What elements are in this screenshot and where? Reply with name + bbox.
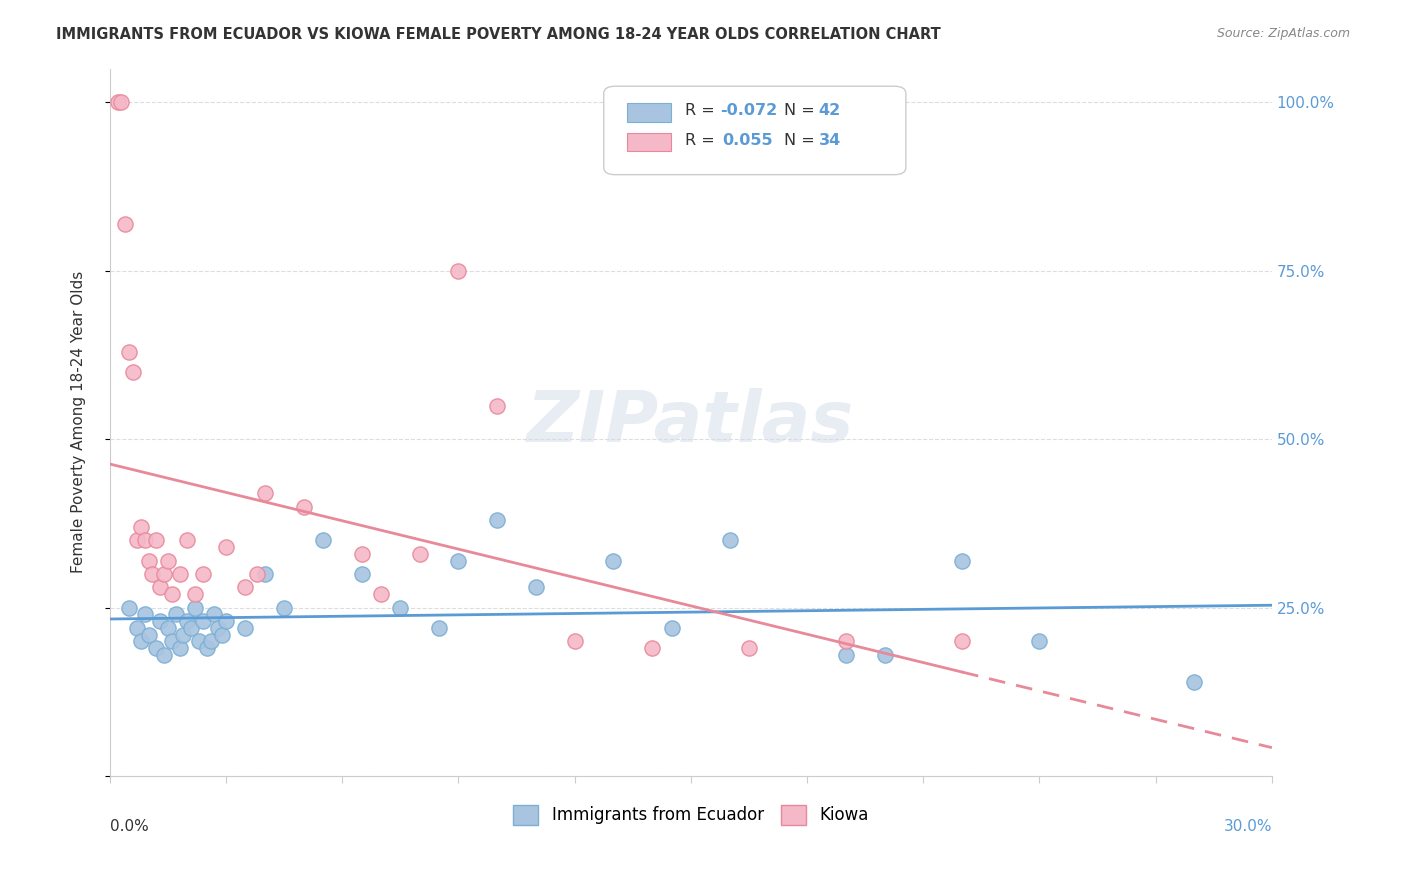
Text: Source: ZipAtlas.com: Source: ZipAtlas.com bbox=[1216, 27, 1350, 40]
Text: 0.055: 0.055 bbox=[723, 133, 773, 148]
Point bbox=[564, 634, 586, 648]
Text: 0.0%: 0.0% bbox=[110, 819, 149, 834]
FancyBboxPatch shape bbox=[627, 103, 671, 121]
Text: IMMIGRANTS FROM ECUADOR VS KIOWA FEMALE POVERTY AMONG 18-24 YEAR OLDS CORRELATIO: IMMIGRANTS FROM ECUADOR VS KIOWA FEMALE … bbox=[56, 27, 941, 42]
Point bbox=[165, 607, 187, 622]
Point bbox=[191, 614, 214, 628]
Point bbox=[134, 607, 156, 622]
Point bbox=[873, 648, 896, 662]
Point bbox=[312, 533, 335, 548]
Point bbox=[141, 566, 163, 581]
Point bbox=[718, 533, 741, 548]
Point bbox=[1028, 634, 1050, 648]
Point bbox=[156, 553, 179, 567]
Point bbox=[145, 641, 167, 656]
Point bbox=[235, 621, 257, 635]
Point bbox=[835, 648, 858, 662]
Point bbox=[207, 621, 229, 635]
Point bbox=[350, 547, 373, 561]
Point bbox=[641, 641, 664, 656]
Point bbox=[409, 547, 432, 561]
Point bbox=[191, 566, 214, 581]
Text: R =: R = bbox=[685, 103, 720, 119]
Point bbox=[211, 627, 233, 641]
Point bbox=[149, 581, 172, 595]
Point bbox=[273, 600, 295, 615]
Legend: Immigrants from Ecuador, Kiowa: Immigrants from Ecuador, Kiowa bbox=[506, 797, 875, 831]
Point bbox=[160, 634, 183, 648]
FancyBboxPatch shape bbox=[603, 87, 905, 175]
Point bbox=[184, 600, 207, 615]
Point bbox=[246, 566, 269, 581]
Y-axis label: Female Poverty Among 18-24 Year Olds: Female Poverty Among 18-24 Year Olds bbox=[72, 271, 86, 574]
Point bbox=[235, 581, 257, 595]
Point bbox=[125, 621, 148, 635]
Point bbox=[486, 399, 509, 413]
Point bbox=[200, 634, 222, 648]
Point bbox=[215, 540, 238, 554]
Point bbox=[180, 621, 202, 635]
Text: N =: N = bbox=[783, 103, 820, 119]
Text: ZIPatlas: ZIPatlas bbox=[527, 388, 855, 457]
Point bbox=[738, 641, 761, 656]
Point bbox=[389, 600, 412, 615]
Point bbox=[107, 95, 129, 110]
Point bbox=[122, 365, 145, 379]
Point bbox=[602, 553, 624, 567]
Point bbox=[195, 641, 218, 656]
Point bbox=[661, 621, 683, 635]
Point bbox=[835, 634, 858, 648]
FancyBboxPatch shape bbox=[627, 133, 671, 152]
Point bbox=[950, 634, 973, 648]
Text: N =: N = bbox=[783, 133, 820, 148]
Text: -0.072: -0.072 bbox=[720, 103, 778, 119]
Point bbox=[447, 553, 470, 567]
Point bbox=[153, 566, 176, 581]
Point bbox=[153, 648, 176, 662]
Point bbox=[215, 614, 238, 628]
Point bbox=[129, 634, 152, 648]
Point bbox=[169, 641, 191, 656]
Point bbox=[447, 263, 470, 277]
Point bbox=[138, 553, 160, 567]
Point bbox=[110, 95, 132, 110]
Point bbox=[118, 344, 141, 359]
Point bbox=[187, 634, 209, 648]
Point bbox=[138, 627, 160, 641]
Point bbox=[370, 587, 392, 601]
Point bbox=[118, 600, 141, 615]
Point bbox=[184, 587, 207, 601]
Point bbox=[172, 627, 194, 641]
Point bbox=[134, 533, 156, 548]
Point bbox=[176, 533, 198, 548]
Point bbox=[1184, 674, 1206, 689]
Point bbox=[176, 614, 198, 628]
Point bbox=[169, 566, 191, 581]
Point bbox=[427, 621, 450, 635]
Point bbox=[486, 513, 509, 527]
Point bbox=[149, 614, 172, 628]
Point bbox=[524, 581, 547, 595]
Point bbox=[114, 217, 136, 231]
Point bbox=[950, 553, 973, 567]
Point bbox=[204, 607, 226, 622]
Point bbox=[253, 486, 276, 500]
Point bbox=[125, 533, 148, 548]
Text: R =: R = bbox=[685, 133, 725, 148]
Point bbox=[292, 500, 315, 514]
Text: 30.0%: 30.0% bbox=[1223, 819, 1272, 834]
Point bbox=[350, 566, 373, 581]
Point bbox=[129, 520, 152, 534]
Point bbox=[156, 621, 179, 635]
Text: 42: 42 bbox=[818, 103, 841, 119]
Point bbox=[160, 587, 183, 601]
Text: 34: 34 bbox=[818, 133, 841, 148]
Point bbox=[253, 566, 276, 581]
Point bbox=[145, 533, 167, 548]
